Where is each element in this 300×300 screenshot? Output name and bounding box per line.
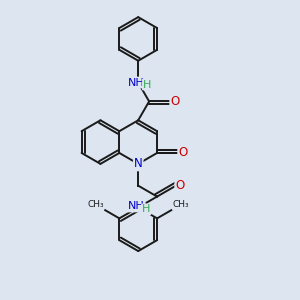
Text: NH: NH xyxy=(128,202,145,212)
Text: H: H xyxy=(142,204,150,214)
Text: O: O xyxy=(170,95,179,108)
Text: O: O xyxy=(175,179,184,192)
Text: H: H xyxy=(143,80,151,89)
Text: CH₃: CH₃ xyxy=(172,200,189,209)
Text: CH₃: CH₃ xyxy=(88,200,104,209)
Text: O: O xyxy=(178,146,188,160)
Text: NH: NH xyxy=(128,77,145,88)
Text: N: N xyxy=(134,158,142,170)
